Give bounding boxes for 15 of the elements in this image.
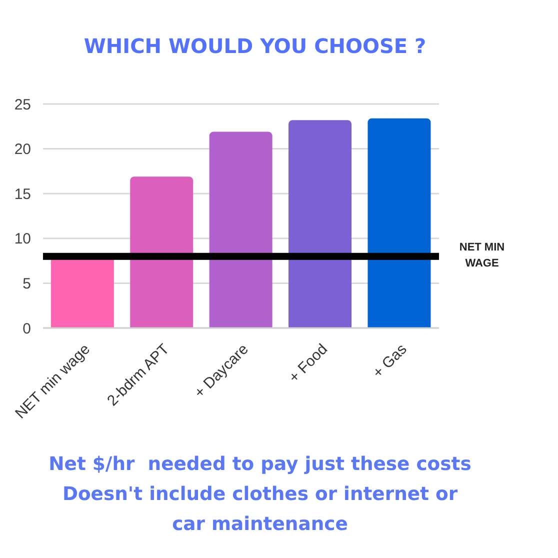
y-tick-label: 20	[14, 141, 31, 158]
text: Doesn't include clothes or internet or car maintenance	[61, 483, 459, 537]
ref-line-label: NET MIN WAGE	[459, 241, 505, 270]
bar	[288, 120, 352, 328]
bar	[209, 132, 272, 328]
chart-title: WHICH WOULD YOU CHOOSE ?	[82, 34, 428, 58]
x-tick-label: + Gas	[370, 340, 410, 382]
y-tick-label: 25	[14, 96, 31, 114]
y-tick-label: 15	[14, 186, 31, 203]
y-tick-label: 0	[22, 320, 31, 338]
bar	[368, 118, 431, 328]
bar	[130, 176, 194, 328]
y-tick-label: 10	[14, 230, 31, 248]
text: Net $/hr needed to pay just these costs	[48, 453, 472, 477]
y-tick-label: 5	[22, 276, 31, 293]
